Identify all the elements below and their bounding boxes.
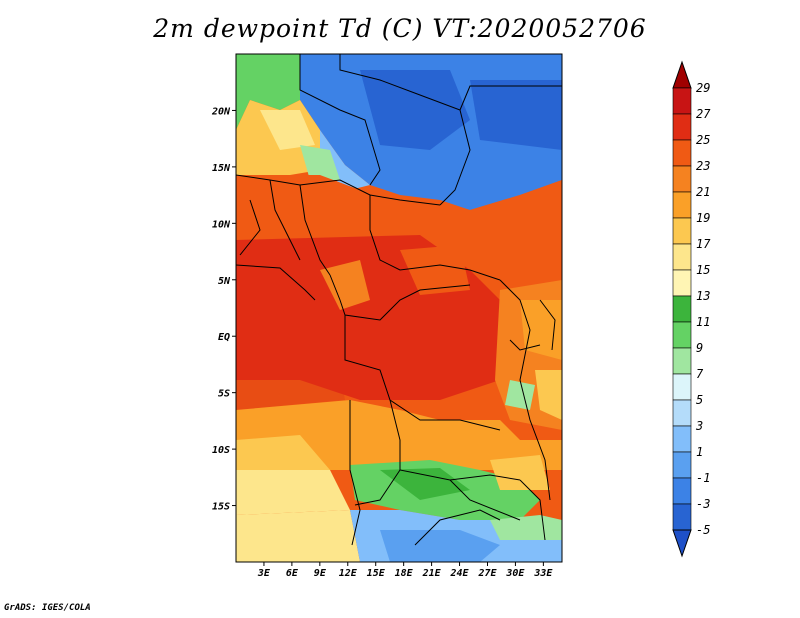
colorbar-box (672, 113, 692, 141)
colorbar-label: 23 (696, 159, 710, 173)
y-axis: 20N 15N 10N 5N EQ 5S 10S 15S (211, 106, 236, 513)
y-tick-label: 15S (212, 502, 230, 513)
x-tick-label: 9E (314, 568, 327, 579)
chart-title: 2m dewpoint Td (C) VT:2020052706 (153, 14, 647, 43)
plot-frame (235, 53, 563, 563)
colorbar-box (672, 347, 692, 375)
colorbar-box (672, 373, 692, 401)
colorbar-box (672, 139, 692, 167)
colorbar-label: 27 (696, 107, 711, 121)
colorbar-box (672, 191, 692, 219)
x-tick-label: 12E (339, 568, 358, 579)
colorbar-label: -5 (696, 523, 710, 537)
colorbar-box (672, 425, 692, 453)
colorbar-box (672, 503, 692, 531)
colorbar-box (672, 399, 692, 427)
colorbar-box (672, 295, 692, 323)
colorbar-label: 11 (696, 315, 710, 329)
colorbar-box (672, 165, 692, 193)
y-tick-label: EQ (218, 332, 230, 343)
x-tick-label: 15E (367, 568, 386, 579)
colorbar-box (672, 477, 692, 505)
colorbar-label: 17 (696, 237, 711, 251)
x-tick-label: 33E (533, 568, 553, 579)
colorbar-box (672, 87, 692, 115)
colorbar-label: 5 (696, 393, 703, 407)
colorbar-label: 7 (696, 367, 704, 381)
colorbar-label: 21 (696, 185, 710, 199)
x-tick-label: 27E (477, 568, 497, 579)
colorbar-label: -1 (696, 471, 710, 485)
colorbar-box (672, 451, 692, 479)
y-tick-label: 15N (212, 163, 231, 174)
y-tick-label: 5N (218, 276, 231, 287)
grads-credit: GrADS: IGES/COLA (4, 603, 91, 613)
colorbar-label: 15 (696, 263, 710, 277)
colorbar-label: 3 (695, 419, 703, 433)
colorbar-box (672, 243, 692, 271)
x-tick-label: 6E (286, 568, 299, 579)
x-tick-label: 21E (422, 568, 442, 579)
map-field (236, 54, 562, 562)
colorbar-box (672, 321, 692, 349)
x-tick-label: 3E (257, 568, 271, 579)
x-tick-label: 18E (395, 568, 414, 579)
colorbar-label: 1 (696, 445, 703, 459)
y-tick-label: 20N (211, 106, 231, 117)
colorbar-label: 19 (696, 211, 710, 225)
colorbar-box (672, 217, 692, 245)
colorbar: 29 27 25 23 21 19 17 15 13 11 9 7 5 3 1 -1 -3 -5 (672, 60, 711, 558)
colorbar-label: 25 (696, 133, 710, 147)
colorbar-label: 29 (696, 81, 710, 95)
x-tick-label: 24E (450, 568, 470, 579)
colorbar-label: -3 (696, 497, 710, 511)
x-axis: 3E 6E 9E 12E 15E 18E 21E 24E 27E 30E 33E (257, 562, 553, 579)
colorbar-label: 9 (696, 341, 703, 355)
x-tick-label: 30E (505, 568, 525, 579)
y-tick-label: 10N (212, 219, 231, 230)
y-tick-label: 5S (218, 389, 230, 400)
colorbar-top-arrow (672, 60, 692, 89)
y-tick-label: 10S (212, 445, 230, 456)
colorbar-box (672, 269, 692, 297)
colorbar-label: 13 (696, 289, 710, 303)
colorbar-bottom-arrow (672, 529, 692, 558)
